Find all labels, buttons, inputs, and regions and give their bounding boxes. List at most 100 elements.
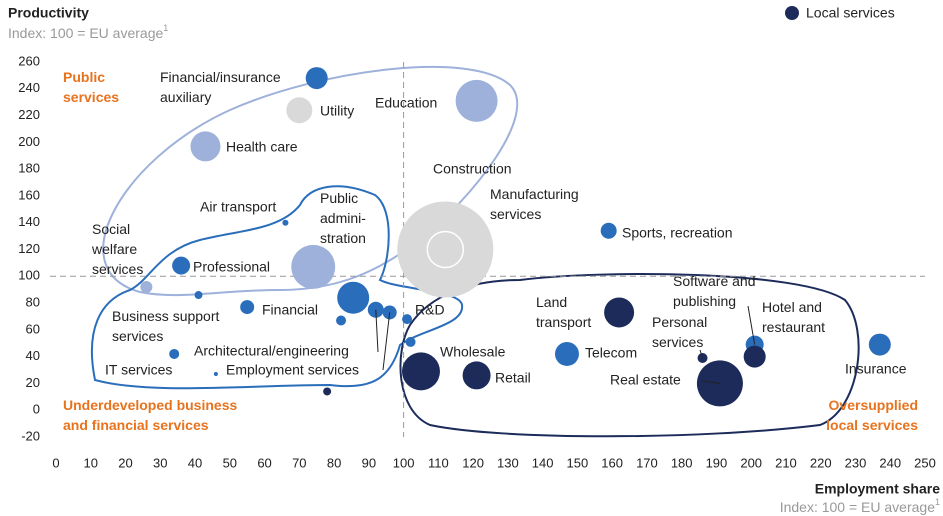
subtitle-mark: 1 — [163, 23, 168, 33]
bubble — [554, 341, 579, 366]
leader-line — [699, 349, 704, 359]
bubble — [190, 131, 221, 162]
business-services-outline — [90, 185, 464, 390]
bubble — [426, 230, 465, 269]
x-tick-label: 250 — [914, 455, 936, 470]
y-tick-label: 220 — [18, 107, 40, 122]
point-label: Retail — [495, 370, 531, 386]
point-label: Telecom — [585, 345, 637, 361]
y-tick-label: 40 — [26, 348, 40, 363]
bubble — [337, 281, 370, 314]
bubble — [305, 67, 328, 90]
point-label: Wholesale — [440, 344, 506, 360]
point-label: Business support services — [112, 308, 220, 344]
x-tick-label: 60 — [257, 455, 271, 470]
bubble — [140, 281, 153, 293]
y-tick-label: 240 — [18, 80, 40, 95]
point-label: Insurance — [845, 361, 907, 377]
bubble — [600, 222, 617, 239]
point-label: Software and publishing — [673, 273, 756, 309]
x-tick-label: 70 — [292, 455, 306, 470]
x-tick-label: 120 — [462, 455, 484, 470]
bubble — [169, 348, 180, 359]
x-sublabel-text: Index: 100 = EU average — [780, 499, 935, 515]
y-tick-label: 260 — [18, 53, 40, 68]
point-label: Social welfare services — [91, 221, 143, 277]
point-label: Air transport — [200, 199, 276, 215]
bubble — [213, 372, 218, 377]
point-label: Real estate — [610, 372, 681, 388]
x-sublabel-mark: 1 — [935, 497, 940, 507]
x-tick-label: 230 — [845, 455, 867, 470]
leader-line — [747, 305, 756, 345]
bubble — [743, 345, 766, 368]
point-label: Land transport — [536, 294, 591, 330]
x-tick-label: 50 — [223, 455, 237, 470]
point-label: Utility — [320, 103, 354, 119]
bubble — [336, 315, 347, 326]
bubble — [401, 352, 440, 391]
point-label: Manufacturing services — [490, 186, 579, 222]
x-tick-label: 90 — [362, 455, 376, 470]
point-label: Professional — [193, 259, 270, 275]
point-label: Hotel and restaurant — [762, 299, 825, 335]
x-tick-label: 80 — [327, 455, 341, 470]
point-label: R&D — [415, 302, 445, 318]
y-tick-label: 0 — [33, 402, 40, 417]
point-label: Sports, recreation — [622, 225, 733, 241]
y-tick-label: 160 — [18, 187, 40, 202]
leader-line — [701, 380, 720, 384]
y-tick-label: 80 — [26, 295, 40, 310]
x-tick-label: 100 — [393, 455, 415, 470]
x-axis-title: Employment share — [815, 481, 940, 497]
region-label: Oversupplied local services — [826, 397, 918, 433]
x-tick-label: 180 — [671, 455, 693, 470]
point-label: Architectural/engineering — [194, 343, 349, 359]
x-tick-label: 200 — [740, 455, 762, 470]
subtitle-text: Index: 100 = EU average — [8, 25, 163, 41]
y-tick-label: 140 — [18, 214, 40, 229]
point-label: Public admini-stration — [320, 190, 366, 246]
y-tick-label: 180 — [18, 161, 40, 176]
point-label: Personal services — [652, 314, 707, 350]
x-tick-label: 20 — [118, 455, 132, 470]
bubble — [604, 297, 635, 328]
x-tick-label: 30 — [153, 455, 167, 470]
bubble — [291, 244, 336, 289]
legend-label: Local services — [806, 5, 895, 21]
region-label: Public services — [63, 69, 119, 105]
leader-line — [382, 312, 391, 371]
x-tick-label: 170 — [636, 455, 658, 470]
bubble — [194, 291, 203, 300]
x-tick-label: 220 — [810, 455, 832, 470]
bubble — [405, 336, 416, 347]
x-tick-label: 130 — [497, 455, 519, 470]
x-tick-label: 190 — [706, 455, 728, 470]
x-tick-label: 160 — [601, 455, 623, 470]
x-axis-subtitle: Index: 100 = EU average1 — [780, 497, 940, 514]
y-tick-label: 20 — [26, 375, 40, 390]
chart-title: Productivity — [8, 5, 89, 21]
y-tick-label: 200 — [18, 134, 40, 149]
point-label: Construction — [433, 161, 512, 177]
x-tick-label: 140 — [532, 455, 554, 470]
point-label: Financial — [262, 302, 318, 318]
bubble — [240, 300, 255, 315]
bubble — [462, 361, 491, 390]
x-tick-label: 240 — [879, 455, 901, 470]
bubble — [868, 333, 891, 356]
legend-swatch — [785, 6, 799, 20]
point-label: Health care — [226, 139, 298, 155]
bubble — [286, 97, 313, 124]
x-tick-label: 150 — [567, 455, 589, 470]
point-label: Employment services — [226, 362, 359, 378]
bubble — [172, 256, 191, 275]
x-tick-label: 10 — [84, 455, 98, 470]
bubble — [455, 79, 498, 122]
leader-line — [375, 309, 379, 353]
y-tick-label: 60 — [26, 321, 40, 336]
point-label: Financial/insurance auxiliary — [160, 69, 281, 105]
chart-subtitle: Index: 100 = EU average1 — [8, 23, 168, 40]
y-tick-label: 120 — [18, 241, 40, 256]
